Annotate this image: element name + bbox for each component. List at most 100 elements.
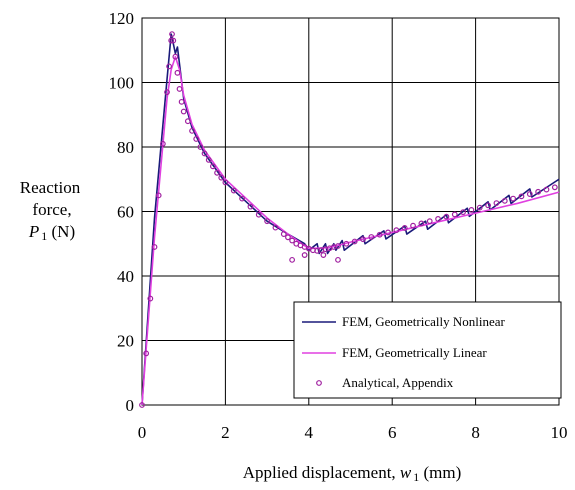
analytical-point bbox=[280, 231, 287, 237]
analytical-point bbox=[170, 37, 177, 44]
analytical-point bbox=[485, 202, 492, 209]
x-axis-label-variable: w bbox=[400, 463, 412, 482]
y-axis-label-subscript: 1 bbox=[41, 229, 47, 243]
analytical-point bbox=[368, 234, 375, 240]
analytical-point bbox=[476, 204, 483, 211]
series-line-0 bbox=[141, 33, 560, 406]
analytical-point bbox=[209, 163, 216, 170]
analytical-point bbox=[320, 252, 327, 258]
x-tick-label: 8 bbox=[471, 423, 480, 442]
analytical-point bbox=[289, 237, 296, 244]
analytical-point bbox=[239, 195, 245, 202]
analytical-point bbox=[255, 211, 262, 218]
x-axis-label-subscript: 1 bbox=[413, 470, 419, 484]
analytical-point bbox=[205, 156, 212, 163]
analytical-point bbox=[189, 127, 195, 134]
analytical-point bbox=[501, 197, 508, 204]
analytical-point bbox=[418, 220, 425, 227]
legend: FEM, Geometrically Nonlinear FEM, Geomet… bbox=[293, 301, 562, 399]
y-tick-label: 20 bbox=[117, 332, 134, 351]
y-axis-label-line2: force, bbox=[32, 200, 71, 219]
analytical-point bbox=[435, 216, 441, 222]
analytical-point bbox=[164, 89, 170, 96]
analytical-point bbox=[176, 86, 183, 92]
y-axis-label-unit: (N) bbox=[47, 222, 75, 241]
analytical-point bbox=[166, 63, 173, 70]
analytical-point bbox=[451, 211, 458, 218]
analytical-point bbox=[193, 136, 200, 142]
analytical-point bbox=[264, 218, 271, 225]
legend-box bbox=[293, 301, 562, 399]
analytical-point bbox=[172, 53, 179, 60]
y-tick-label: 60 bbox=[117, 203, 134, 222]
analytical-point bbox=[184, 118, 191, 125]
analytical-point bbox=[493, 200, 500, 207]
analytical-point bbox=[169, 31, 175, 38]
analytical-point bbox=[460, 209, 466, 216]
analytical-point bbox=[139, 402, 145, 408]
analytical-point bbox=[143, 350, 150, 357]
analytical-point bbox=[551, 184, 558, 191]
legend-label-linear: FEM, Geometrically Linear bbox=[342, 345, 487, 360]
analytical-point bbox=[201, 150, 208, 157]
analytical-point bbox=[289, 256, 296, 263]
analytical-point bbox=[168, 37, 175, 44]
analytical-point bbox=[285, 234, 291, 241]
analytical-point bbox=[218, 174, 225, 181]
y-tick-label: 40 bbox=[117, 267, 134, 286]
analytical-point bbox=[543, 186, 550, 193]
x-axis-label-text: Applied displacement, bbox=[243, 463, 400, 482]
analytical-point bbox=[178, 98, 185, 105]
x-tick-label: 2 bbox=[221, 423, 230, 442]
y-axis-label-variable: P bbox=[28, 222, 39, 241]
x-tick-label: 6 bbox=[388, 423, 397, 442]
analytical-point bbox=[147, 295, 154, 302]
analytical-point bbox=[155, 192, 162, 199]
series-line-1 bbox=[141, 55, 560, 406]
analytical-point bbox=[214, 169, 220, 176]
x-axis-label-unit: (mm) bbox=[419, 463, 461, 482]
analytical-point bbox=[180, 108, 187, 115]
plot-area-frame bbox=[141, 17, 560, 406]
analytical-point bbox=[174, 69, 181, 76]
analytical-point bbox=[230, 187, 237, 194]
analytical-point bbox=[222, 179, 229, 186]
x-tick-label: 4 bbox=[305, 423, 314, 442]
analytical-point bbox=[426, 218, 433, 225]
x-tick-label: 10 bbox=[551, 423, 568, 442]
y-tick-label: 120 bbox=[109, 9, 135, 28]
legend-label-nonlinear: FEM, Geometrically Nonlinear bbox=[342, 314, 505, 329]
analytical-point bbox=[385, 229, 391, 236]
analytical-point bbox=[518, 193, 525, 200]
analytical-point bbox=[360, 236, 366, 243]
y-tick-label: 100 bbox=[109, 74, 135, 93]
legend-label-analytical: Analytical, Appendix bbox=[342, 375, 454, 390]
analytical-point bbox=[159, 140, 166, 147]
analytical-point bbox=[301, 252, 308, 258]
analytical-point bbox=[401, 225, 408, 231]
analytical-point bbox=[351, 238, 358, 245]
analytical-point bbox=[335, 256, 341, 263]
analytical-point bbox=[468, 206, 475, 213]
analytical-point bbox=[272, 224, 279, 231]
analytical-point bbox=[510, 195, 517, 202]
x-tick-label: 0 bbox=[138, 423, 147, 442]
analytical-point bbox=[343, 240, 350, 247]
analytical-point bbox=[376, 231, 383, 238]
analytical-point bbox=[535, 188, 542, 195]
y-tick-label: 0 bbox=[126, 396, 135, 415]
series-layer bbox=[139, 31, 560, 408]
analytical-point bbox=[151, 244, 158, 250]
analytical-point bbox=[410, 222, 416, 229]
analytical-point bbox=[335, 243, 341, 249]
analytical-point bbox=[247, 203, 254, 210]
y-axis-label-line1: Reaction bbox=[20, 178, 81, 197]
analytical-point bbox=[393, 227, 400, 234]
legend-swatch-analytical bbox=[316, 380, 322, 386]
analytical-point bbox=[526, 191, 533, 197]
